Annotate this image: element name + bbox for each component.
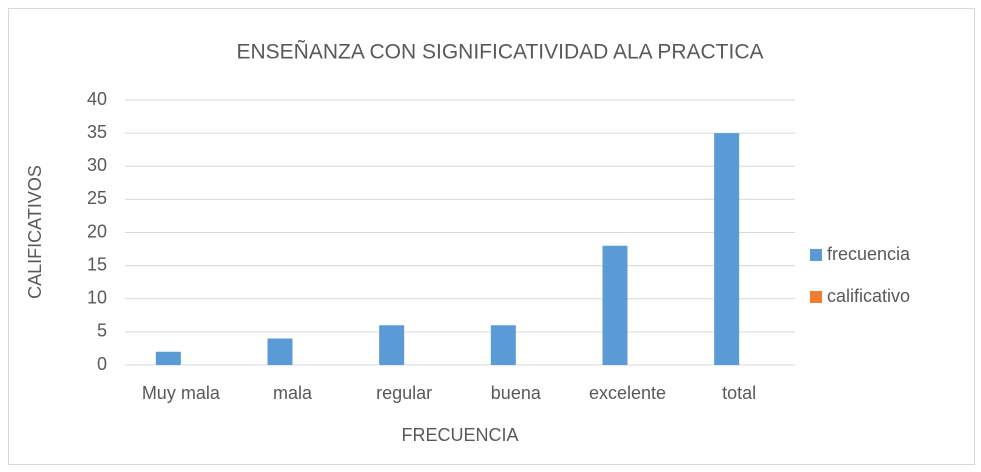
x-axis-label: FRECUENCIA bbox=[401, 425, 518, 445]
legend-swatch bbox=[810, 291, 822, 303]
x-tick-label: Muy mala bbox=[142, 383, 221, 403]
legend-label: frecuencia bbox=[827, 244, 911, 264]
chart-border bbox=[8, 8, 975, 465]
y-tick-label: 10 bbox=[87, 288, 107, 308]
legend-swatch bbox=[810, 249, 822, 261]
y-tick-label: 35 bbox=[87, 122, 107, 142]
x-tick-label: total bbox=[722, 383, 756, 403]
legend-label: calificativo bbox=[827, 286, 910, 306]
y-tick-label: 25 bbox=[87, 188, 107, 208]
chart-title: ENSEÑANZA CON SIGNIFICATIVIDAD ALA PRACT… bbox=[236, 40, 763, 64]
y-axis-label: CALIFICATIVOS bbox=[25, 165, 45, 299]
y-tick-label: 40 bbox=[87, 89, 107, 109]
bar bbox=[267, 338, 293, 365]
bar bbox=[714, 133, 740, 365]
y-tick-label: 30 bbox=[87, 155, 107, 175]
y-tick-label: 20 bbox=[87, 221, 107, 241]
x-tick-label: regular bbox=[376, 383, 432, 403]
bar bbox=[490, 325, 516, 365]
y-tick-label: 0 bbox=[97, 354, 107, 374]
x-tick-label: excelente bbox=[589, 383, 666, 403]
y-tick-label: 15 bbox=[87, 254, 107, 274]
bar bbox=[602, 245, 628, 365]
x-tick-label: mala bbox=[273, 383, 313, 403]
x-tick-label: buena bbox=[491, 383, 542, 403]
bar bbox=[155, 351, 181, 365]
y-tick-label: 5 bbox=[97, 321, 107, 341]
bar bbox=[379, 325, 405, 365]
